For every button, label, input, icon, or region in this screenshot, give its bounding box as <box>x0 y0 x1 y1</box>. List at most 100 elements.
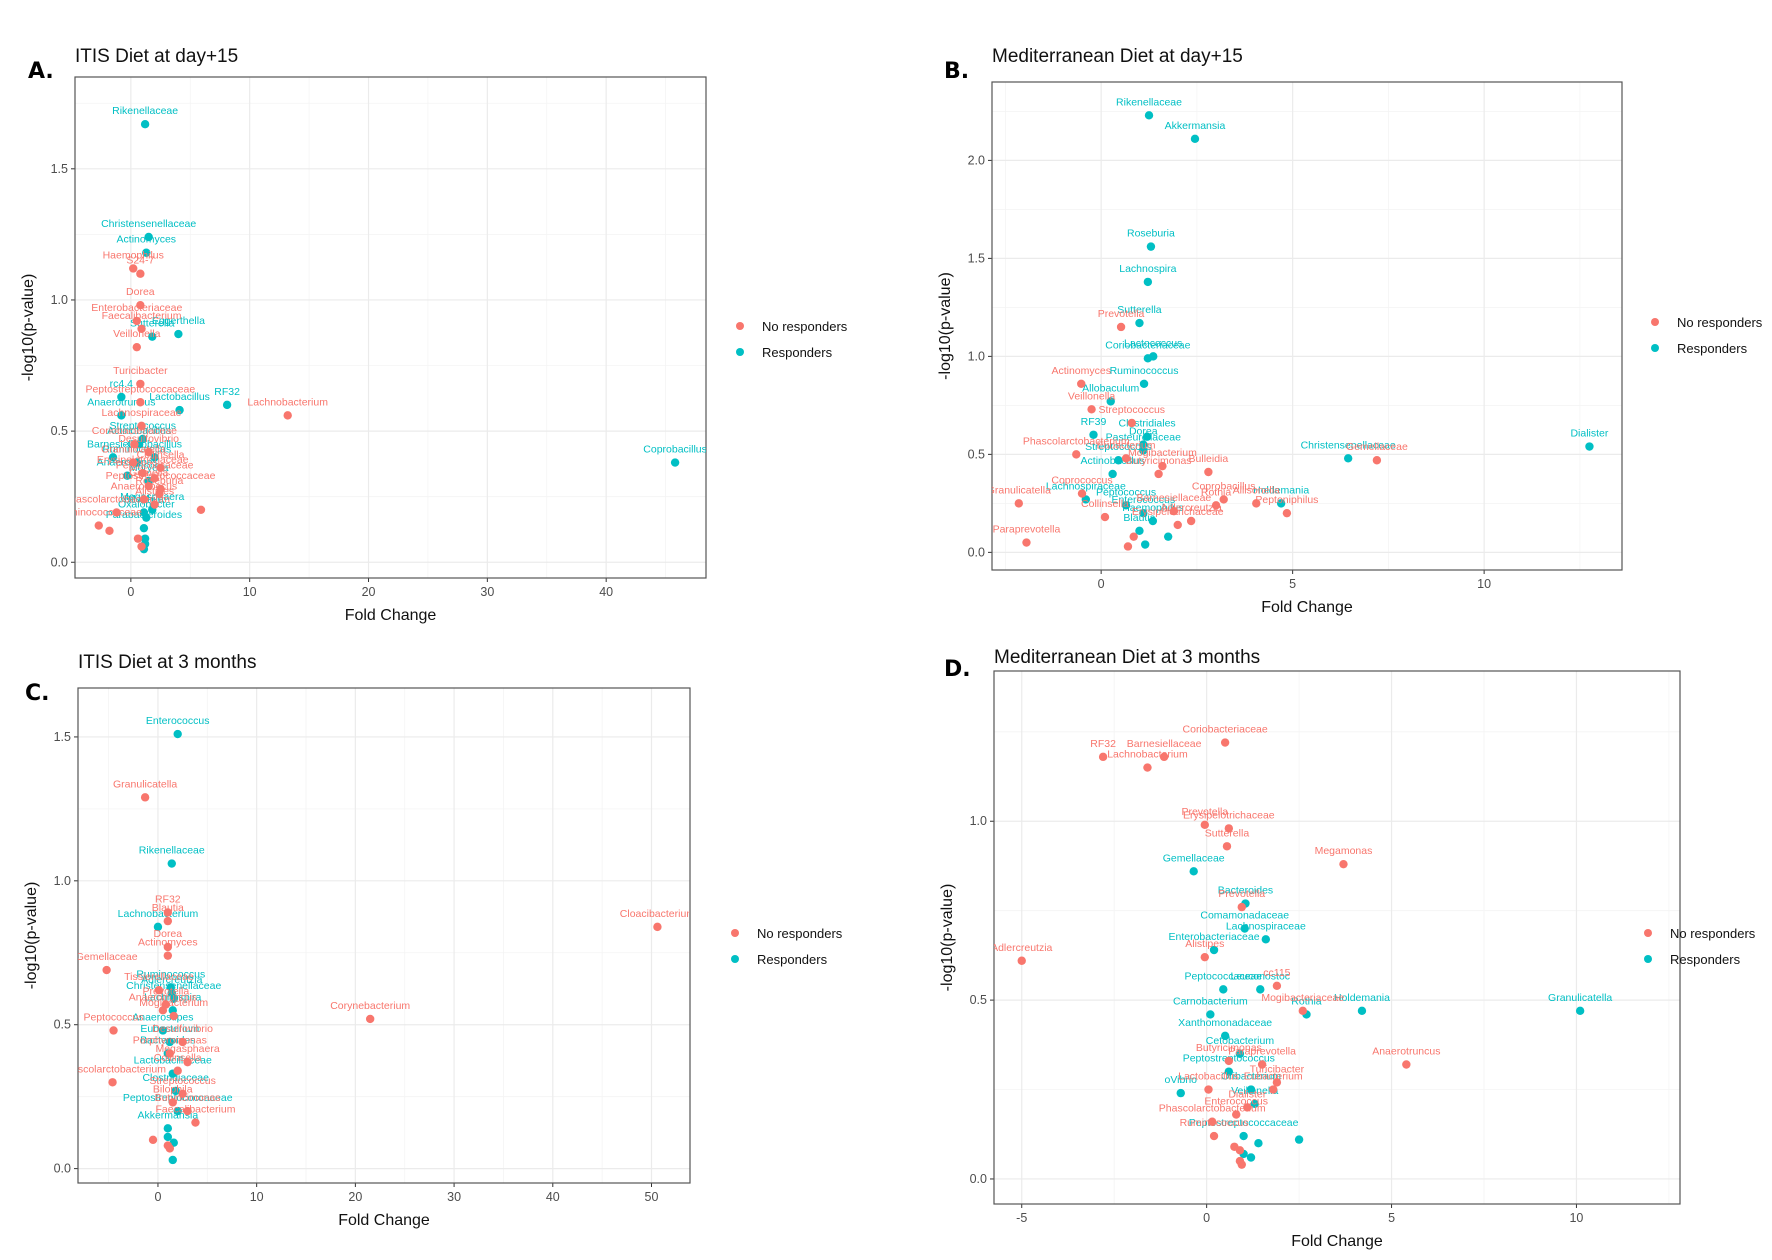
point-label: Prevotella <box>143 986 190 998</box>
point-label: Phascolarctobacterium <box>1159 1103 1266 1115</box>
legend-swatch <box>1644 955 1652 963</box>
data-point <box>1158 461 1167 471</box>
point-label: rc4.4 <box>110 378 134 390</box>
data-point <box>167 859 176 868</box>
series-responders: Gemellaceae Bacteroides ComamonadaceaeLach… <box>1163 852 1612 1162</box>
point-label: Streptococcus <box>1099 404 1166 416</box>
legend-label: Responders <box>757 952 828 967</box>
data-point <box>175 405 184 415</box>
point-label: Veillonella <box>1068 390 1115 402</box>
data-point <box>653 922 662 932</box>
point-label: Lachnospira <box>1119 263 1176 275</box>
point-label: Lactococcus <box>1124 337 1182 349</box>
data-point <box>670 458 680 467</box>
point-label: Peptococcaceae <box>116 459 194 471</box>
point-label: Corynebacterium <box>330 1000 410 1012</box>
plot-area: Rikenellaceae Christensenellaceae Actinomy… <box>75 105 706 554</box>
data-point <box>1114 456 1123 465</box>
data-point <box>1186 516 1196 526</box>
point-label: Lachnospiraceae <box>102 407 182 419</box>
point-label: Coprobacillus <box>1192 480 1256 492</box>
data-point <box>283 411 292 420</box>
point-label: Turicibacter <box>1250 1063 1305 1075</box>
x-tick-label: 10 <box>1569 1211 1583 1225</box>
legend-swatch <box>1644 929 1652 937</box>
point-label: oVibrio <box>1165 1074 1198 1086</box>
data-point <box>178 1089 187 1098</box>
point-label: Adlercreutzia <box>1161 502 1222 514</box>
legend-swatch <box>1651 318 1659 326</box>
data-point <box>1235 1146 1245 1155</box>
x-tick-label: 30 <box>480 585 494 599</box>
point-label: Allisonella <box>1233 484 1280 496</box>
data-point <box>1402 1060 1411 1069</box>
data-point <box>1204 467 1213 477</box>
data-point <box>173 1106 182 1116</box>
data-point <box>163 1132 173 1142</box>
point-label: Gemellaceae <box>76 951 138 963</box>
point-label: Christensenellaceae <box>1301 439 1396 451</box>
point-label: Erysipelotrichaceae <box>97 454 189 466</box>
point-label: Dorea <box>1129 426 1158 438</box>
point-label: Gemella <box>129 467 168 479</box>
point-label: Rikenellaceae <box>1116 96 1182 108</box>
data-point <box>142 248 151 257</box>
x-axis-title: Fold Change <box>1291 1233 1383 1250</box>
data-point <box>1127 418 1136 428</box>
data-point <box>183 1106 192 1116</box>
series-no-responders: Prevotella Actinomyces Veillonella Streptoc… <box>992 308 1408 551</box>
data-point <box>183 1057 192 1067</box>
point-label: Tissierellaceae <box>124 971 194 983</box>
point-label: Actinomyces <box>138 937 198 949</box>
data-point <box>136 301 145 310</box>
point-label: Veillonella <box>1231 1085 1278 1097</box>
data-point <box>1206 1010 1215 1019</box>
series-responders: Rikenellaceae Akkermansia Roseburia Lachnos… <box>1046 96 1609 549</box>
panel-title: Mediterranean Diet at day+15 <box>992 46 1243 67</box>
point-label: Bacteroides <box>1218 885 1273 897</box>
data-point <box>1246 1153 1256 1162</box>
point-label: Megasphaera <box>120 491 184 503</box>
data-point <box>1219 495 1228 504</box>
x-tick-label: 0 <box>127 585 134 599</box>
point-label: Adlercreutzia <box>991 942 1052 954</box>
x-tick-label: 5 <box>1289 577 1296 591</box>
data-point <box>168 1155 177 1165</box>
point-label: Dialister <box>1228 1088 1266 1100</box>
point-label: Lachnobacterium <box>1107 749 1188 761</box>
point-label: Mogibacteriaceae <box>1261 992 1344 1004</box>
data-point <box>1077 489 1087 498</box>
point-label: Rikenellaceae <box>139 845 205 857</box>
point-label: Cloacibacterium <box>620 908 696 920</box>
data-point <box>1211 501 1221 510</box>
point-label: Mogibacterium <box>139 997 208 1009</box>
data-point <box>150 500 159 509</box>
data-point <box>136 269 145 278</box>
point-label: Coriobacteriaceae <box>1105 339 1190 351</box>
plot-frame <box>77 687 691 1184</box>
point-label: Megasphaera <box>155 1043 219 1055</box>
point-label: Peptoniphilus <box>1255 494 1318 506</box>
x-axis-title: Fold Change <box>338 1212 430 1229</box>
data-point <box>1189 867 1198 876</box>
point-label: Anaerococcus <box>111 480 178 492</box>
data-point <box>1116 322 1126 332</box>
data-point <box>1224 1056 1234 1066</box>
legend-label: No responders <box>762 319 848 334</box>
data-point <box>163 1124 173 1133</box>
point-label: Faecalibacterium <box>102 310 182 322</box>
x-tick-label: 10 <box>243 585 257 599</box>
point-label: Blautia <box>152 902 184 914</box>
data-point <box>178 1037 187 1047</box>
data-point <box>148 332 157 341</box>
data-point <box>1100 512 1110 522</box>
data-point <box>132 342 141 352</box>
data-point <box>1077 379 1086 389</box>
point-label: Granulicatella <box>1548 992 1612 1004</box>
data-point <box>163 951 173 960</box>
point-label: Barnesiellaceae <box>1127 738 1202 750</box>
data-point <box>1135 526 1144 536</box>
panel-c: C. ITIS Diet at 3 months 0 10 20 30 40 50 0.0 0.5… <box>23 652 843 1229</box>
